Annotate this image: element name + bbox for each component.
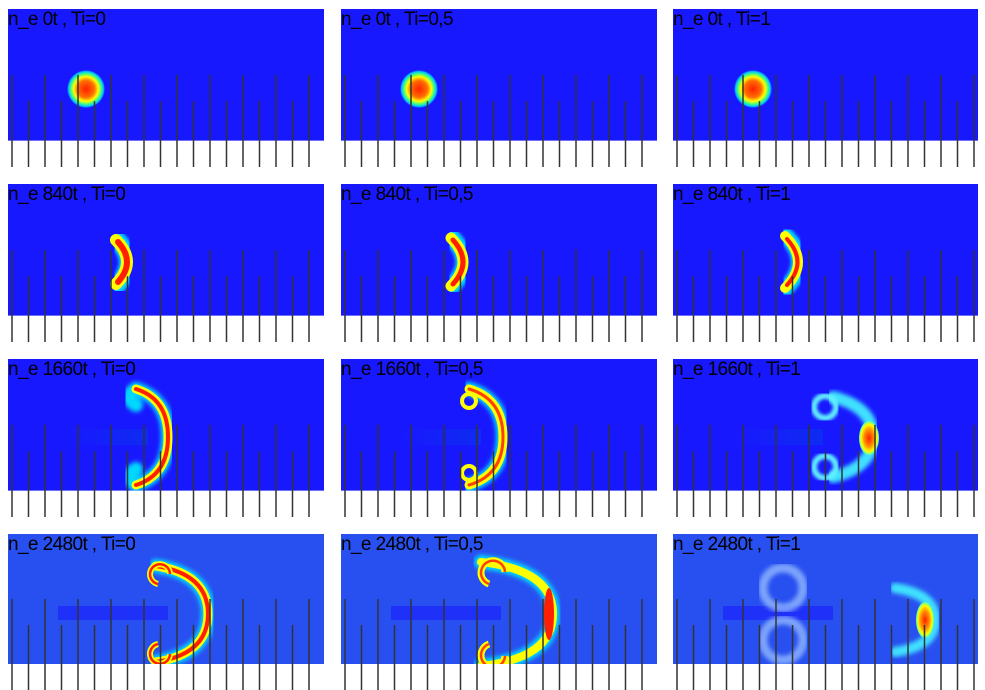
panel-1660t-ti05: n_e 1660t , Ti=0,5: [341, 359, 657, 517]
density-mushroom: [733, 391, 880, 483]
tick-axis: [673, 599, 978, 690]
density-mushroom: [401, 382, 511, 492]
panel-label: n_e 0t , Ti=0: [8, 9, 106, 30]
panel-label: n_e 1660t , Ti=0: [8, 359, 136, 380]
panel-label: n_e 2480t , Ti=0: [8, 534, 136, 555]
panel-label: n_e 840t , Ti=0,5: [341, 184, 473, 205]
panel-label: n_e 2480t , Ti=1: [673, 534, 801, 555]
panel-840t-ti1: n_e 840t , Ti=1: [673, 184, 978, 342]
density-blob: [67, 70, 105, 108]
density-crescent: [777, 227, 807, 297]
density-crescent: [442, 228, 473, 296]
panel-label: n_e 0t , Ti=1: [673, 9, 771, 30]
panel-0t-ti1: n_e 0t , Ti=1: [673, 9, 978, 167]
panel-840t-ti0: n_e 840t , Ti=0: [8, 184, 324, 342]
tick-axis: [341, 74, 657, 167]
tick-axis: [8, 74, 324, 167]
panel-label: n_e 840t , Ti=1: [673, 184, 791, 205]
panel-label: n_e 0t , Ti=0,5: [341, 9, 454, 30]
tick-axis: [8, 424, 324, 517]
panel-1660t-ti0: n_e 1660t , Ti=0: [8, 359, 324, 517]
panel-label: n_e 1660t , Ti=0,5: [341, 359, 483, 380]
panel-label: n_e 840t , Ti=0: [8, 184, 126, 205]
density-mushroom: [68, 382, 176, 492]
tick-axis: [8, 249, 324, 342]
panel-2480t-ti0: n_e 2480t , Ti=0: [8, 534, 324, 690]
tick-axis: [673, 424, 978, 517]
panel-label: n_e 2480t , Ti=0,5: [341, 534, 483, 555]
tick-axis: [8, 599, 324, 690]
tick-axis: [341, 249, 657, 342]
density-blob: [400, 70, 438, 108]
panel-0t-ti0: n_e 0t , Ti=0: [8, 9, 324, 167]
density-spiral: [723, 563, 941, 665]
panel-2480t-ti05: n_e 2480t , Ti=0,5: [341, 534, 657, 690]
panel-840t-ti05: n_e 840t , Ti=0,5: [341, 184, 657, 342]
density-spiral: [391, 555, 561, 673]
density-crescent: [107, 230, 137, 295]
tick-axis: [341, 424, 657, 517]
density-spiral: [58, 559, 216, 669]
tick-axis: [341, 599, 657, 690]
panel-1660t-ti1: n_e 1660t , Ti=1: [673, 359, 978, 517]
tick-axis: [673, 249, 978, 342]
panel-label: n_e 1660t , Ti=1: [673, 359, 801, 380]
tick-axis: [673, 74, 978, 167]
panel-2480t-ti1: n_e 2480t , Ti=1: [673, 534, 978, 690]
panel-0t-ti05: n_e 0t , Ti=0,5: [341, 9, 657, 167]
